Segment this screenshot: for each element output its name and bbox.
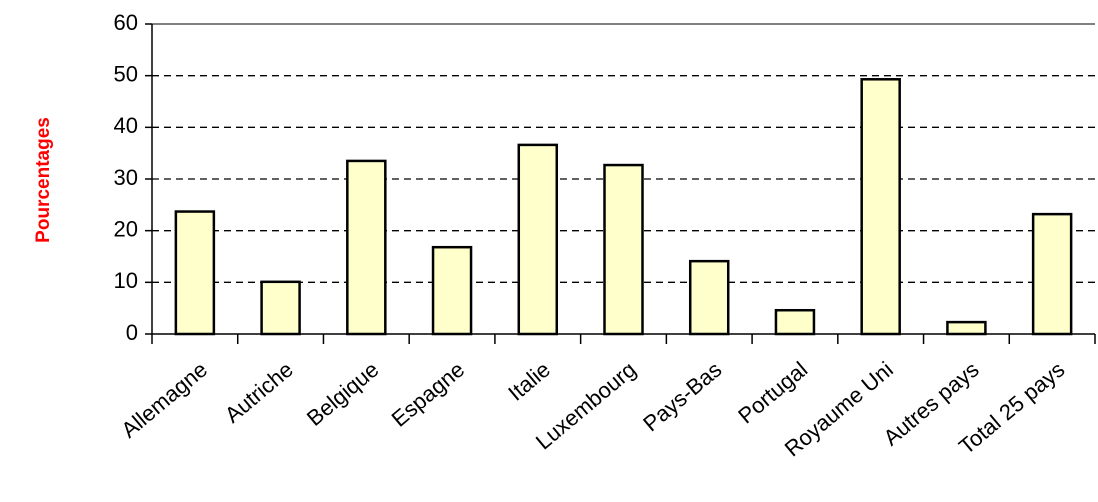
y-tick-label: 60 xyxy=(114,10,138,35)
x-tick-label: Autriche xyxy=(220,357,298,428)
bar xyxy=(517,143,559,336)
y-tick-label: 30 xyxy=(114,165,138,190)
bar xyxy=(688,259,730,336)
bar xyxy=(603,163,644,336)
bar xyxy=(260,280,301,336)
y-tick-label: 40 xyxy=(114,113,138,138)
x-tick-label: Espagne xyxy=(387,357,470,432)
bar xyxy=(431,245,473,336)
y-tick-label: 20 xyxy=(114,216,138,241)
bar xyxy=(946,320,987,336)
y-tick-label: 0 xyxy=(126,320,138,345)
bar xyxy=(346,159,387,336)
x-tick-label: Allemagne xyxy=(116,357,212,443)
bar xyxy=(1031,212,1073,336)
x-tick-label: Belgique xyxy=(302,357,384,431)
x-tick-label: Portugal xyxy=(733,357,812,429)
y-tick-label: 10 xyxy=(114,268,138,293)
bar xyxy=(774,308,816,336)
bar xyxy=(860,78,901,336)
x-tick-label: Italie xyxy=(503,357,555,406)
y-tick-label: 50 xyxy=(114,61,138,86)
bar xyxy=(174,210,216,336)
x-tick-label: Pays-Bas xyxy=(638,357,726,437)
y-axis-label: Pourcentages xyxy=(33,117,54,243)
